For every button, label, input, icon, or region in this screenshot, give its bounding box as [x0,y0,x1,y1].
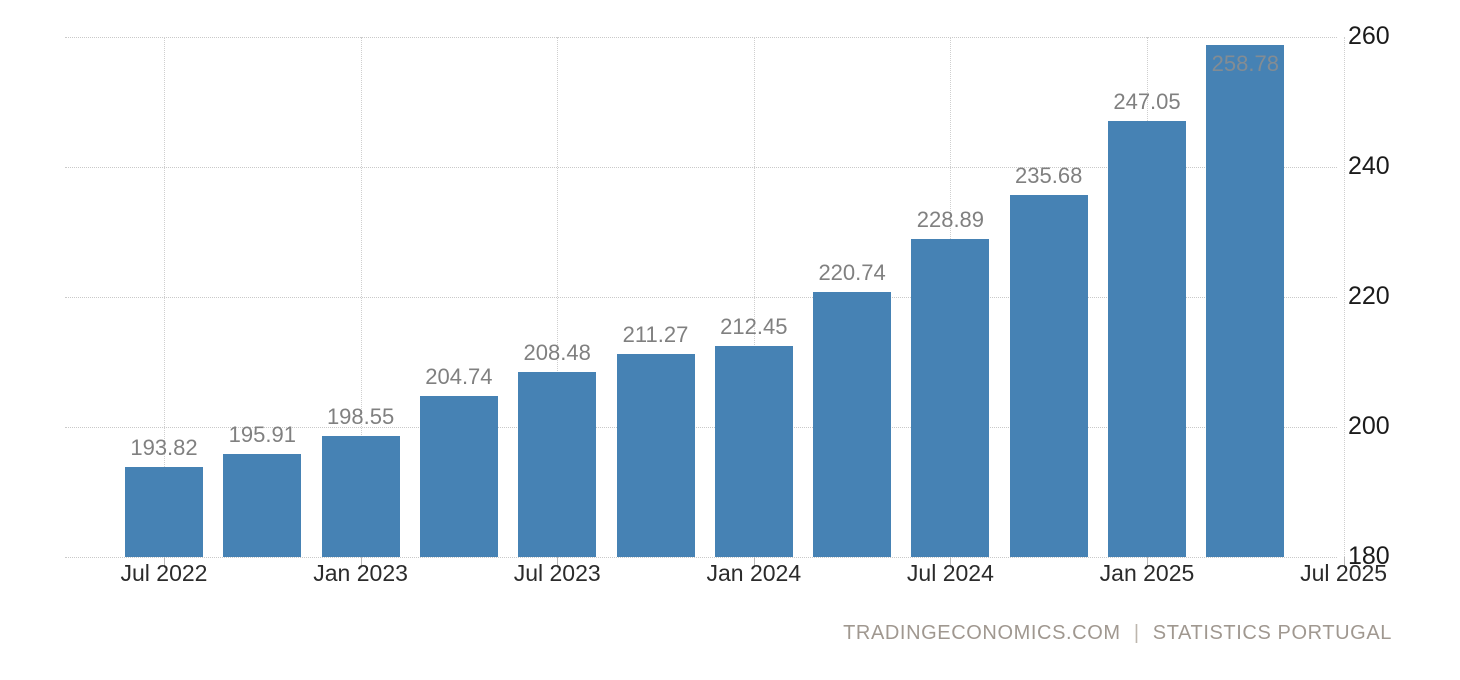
gridline-x-0 [164,37,165,557]
bar[interactable] [419,396,498,557]
bar[interactable] [714,346,793,557]
bar-value-label: 193.82 [130,435,198,461]
y-axis-label: 180 [1348,542,1390,570]
plot-area: 193.82 195.91 198.55 204.74 208.48 211.27 212.… [65,37,1345,568]
bar-value-label: 235.68 [1015,163,1083,189]
x-axis-label: Jan 2023 [313,560,408,586]
gridline-y-200 [65,427,1337,428]
footer-source-site: TRADINGECONOMICS.COM [843,622,1121,644]
bar-value-label: 220.74 [818,260,886,286]
gridline-y-260 [65,37,1337,38]
bar[interactable] [813,292,892,557]
y-axis-label: 200 [1348,412,1390,440]
gridline-y-220 [65,297,1337,298]
bar[interactable] [911,239,990,557]
chart-footer-attribution: TRADINGECONOMICS.COM | STATISTICS PORTUG… [0,622,1392,645]
x-axis-label: Jul 2022 [120,560,208,586]
x-axis-tick [1343,557,1345,568]
x-axis-tick [1147,557,1148,568]
bar[interactable] [1206,44,1285,557]
x-axis-label: Jan 2025 [1099,560,1195,586]
y-axis-labels: 180 200 220 240 260 [1348,0,1460,600]
bar[interactable] [223,453,302,557]
gridline-x-6 [1343,37,1345,557]
bar-value-label: 198.55 [326,404,395,430]
footer-separator: | [1133,622,1140,644]
x-axis-label: Jul 2023 [513,560,601,586]
x-axis-tick [753,557,755,568]
bar[interactable] [1108,121,1186,557]
bar[interactable] [1009,195,1088,557]
footer-source-org: STATISTICS PORTUGAL [1152,622,1392,644]
x-axis-label: Jan 2024 [706,560,802,586]
bar[interactable] [125,467,203,557]
bar-value-label: 204.74 [425,364,493,390]
y-axis-label: 220 [1348,282,1390,310]
gridline-y-180 [65,557,1337,558]
bar[interactable] [518,371,597,557]
y-axis-label: 260 [1348,22,1390,50]
bar-value-label: 208.48 [523,339,591,365]
x-axis-tick [950,557,952,568]
x-axis-label: Jul 2025 [1300,560,1388,586]
x-axis-tick [360,557,362,568]
bar[interactable] [321,436,400,557]
bar-value-label: 228.89 [916,207,985,233]
gridline-y-240 [65,167,1337,168]
gridline-x-2 [557,37,559,557]
y-axis-label: 240 [1348,152,1390,180]
bar-value-label: 212.45 [720,314,788,340]
x-axis-labels: Jul 2022 Jan 2023 Jul 2023 Jan 2024 Jul 2024… [0,562,1460,602]
gridline-x-1 [360,37,362,557]
bar-value-label: 258.78 [1211,50,1279,76]
x-axis-tick [557,557,559,568]
bar-value-label: 195.91 [228,421,296,447]
gridline-x-3 [753,37,755,557]
bar[interactable] [616,353,695,557]
bar-value-label: 211.27 [622,321,689,347]
x-axis-tick [164,557,165,568]
x-axis-label: Jul 2024 [906,560,994,586]
bar-value-label: 247.05 [1113,89,1181,115]
